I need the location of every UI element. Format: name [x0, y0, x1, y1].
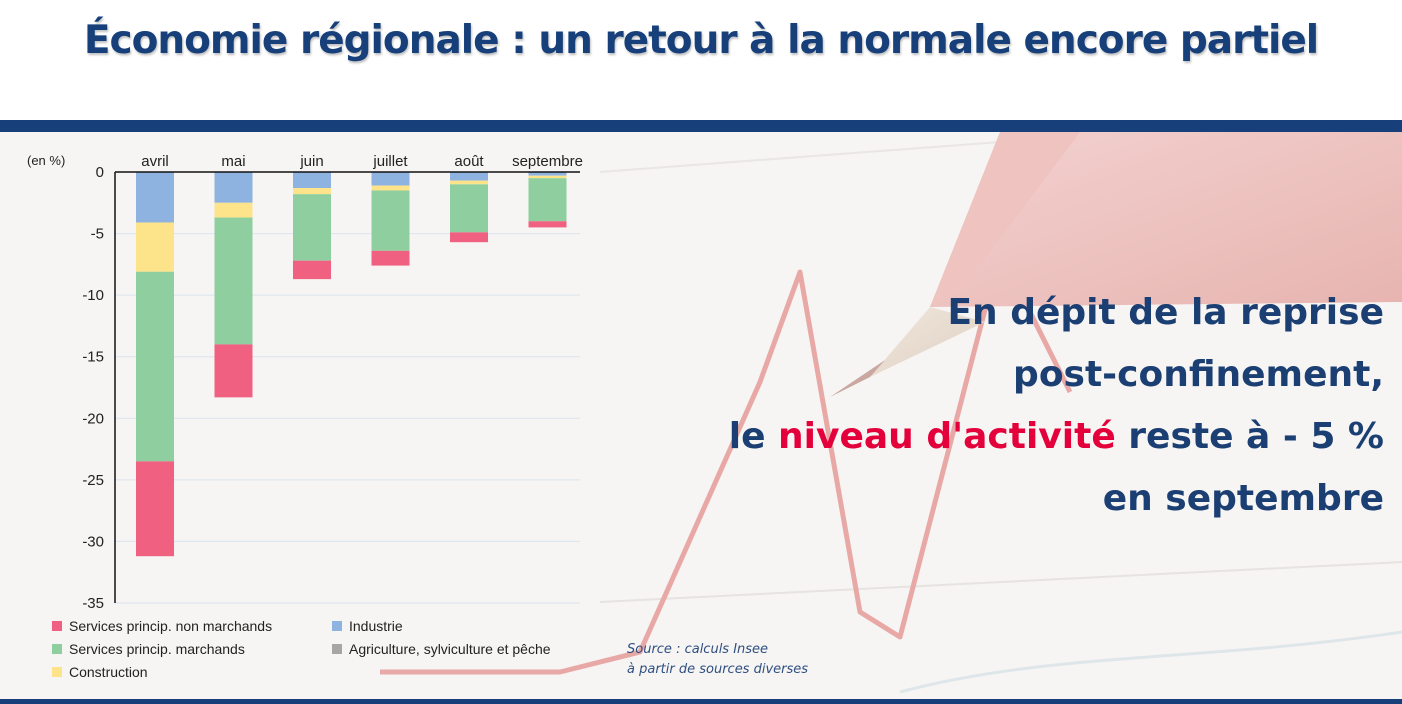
bottom-band	[0, 699, 1402, 704]
category-label: mai	[221, 153, 245, 170]
y-tick-label: -25	[82, 472, 104, 489]
legend-label: Construction	[69, 664, 148, 680]
bar-segment-industrie	[136, 172, 174, 223]
category-label: septembre	[512, 153, 583, 170]
bar-segment-marchands	[528, 178, 567, 222]
message-line-3-post: reste à - 5 %	[1115, 416, 1384, 457]
bar-segment-construction	[528, 175, 567, 179]
y-tick-label: -30	[82, 533, 104, 550]
legend-swatch	[332, 621, 342, 631]
key-message: En dépit de la reprise post-confinement,…	[684, 282, 1384, 530]
legend-swatch	[52, 621, 62, 631]
legend-item-non_marchands: Services princip. non marchands	[52, 618, 272, 634]
source-line-2: à partir de sources diverses	[627, 662, 809, 677]
y-tick-label: -15	[82, 349, 104, 366]
message-line-3: le niveau d'activité reste à - 5 %	[684, 406, 1384, 468]
legend-swatch	[52, 644, 62, 654]
bar-segment-industrie	[293, 172, 331, 189]
top-band	[0, 120, 1402, 132]
message-line-2: post-confinement,	[1013, 354, 1384, 395]
pencil-background-illustration	[380, 132, 1402, 694]
bar-segment-industrie	[528, 172, 567, 176]
legend-item-marchands: Services princip. marchands	[52, 641, 245, 657]
category-label: juin	[299, 153, 323, 170]
category-label: avril	[141, 153, 169, 170]
stacked-bar-chart: 0 -5 -10 -15 -20 -25 -30 -35 (en %) avril mai juin j…	[27, 153, 583, 612]
bar-segment-non_marchands	[136, 461, 174, 557]
bar-segment-construction	[136, 222, 174, 272]
y-tick-label: -10	[82, 287, 104, 304]
bar-segment-marchands	[214, 217, 253, 345]
bar-segment-marchands	[371, 190, 410, 251]
bar-segment-non_marchands	[371, 250, 410, 266]
bar-segment-construction	[371, 185, 410, 191]
y-tick-label: 0	[96, 164, 104, 181]
legend-swatch	[332, 644, 342, 654]
y-tick-label: -20	[82, 410, 104, 427]
source-line-1: Source : calculs Insee	[627, 642, 769, 657]
bar-segment-construction	[214, 202, 253, 218]
bar-segment-industrie	[371, 172, 410, 186]
legend-item-agriculture: Agriculture, sylviculture et pêche	[332, 641, 551, 657]
message-accent: niveau d'activité	[778, 416, 1116, 457]
legend-item-construction: Construction	[52, 664, 148, 680]
legend-swatch	[52, 667, 62, 677]
chart-legend: Services princip. non marchands Industrie…	[52, 618, 612, 688]
source-note: Source : calculs Insee à partir de sourc…	[627, 640, 808, 680]
y-tick-label: -35	[82, 595, 104, 612]
bar-segment-marchands	[293, 194, 331, 261]
legend-label: Agriculture, sylviculture et pêche	[349, 641, 551, 657]
message-line-1: En dépit de la reprise	[947, 292, 1384, 333]
bar-segment-non_marchands	[293, 260, 331, 280]
bar-segment-non_marchands	[528, 221, 567, 228]
page-title: Économie régionale : un retour à la norm…	[83, 18, 1319, 63]
y-unit-label: (en %)	[27, 153, 65, 168]
bar-segment-marchands	[450, 184, 488, 233]
bar-segment-construction	[450, 180, 488, 185]
bar-segment-industrie	[450, 172, 488, 181]
legend-item-industrie: Industrie	[332, 618, 403, 634]
category-label: août	[454, 153, 484, 170]
bar-segment-industrie	[214, 172, 253, 203]
bar-segment-marchands	[136, 271, 174, 462]
category-label: juillet	[372, 153, 408, 170]
bar-segment-non_marchands	[450, 232, 488, 243]
legend-label: Services princip. non marchands	[69, 618, 273, 634]
y-tick-label: -5	[91, 226, 104, 243]
bar-segment-non_marchands	[214, 344, 253, 398]
message-line-4: en septembre	[1102, 478, 1384, 519]
legend-label: Industrie	[349, 618, 403, 634]
message-line-3-pre: le	[728, 416, 779, 457]
bar-segment-construction	[293, 188, 331, 195]
legend-label: Services princip. marchands	[69, 641, 245, 657]
